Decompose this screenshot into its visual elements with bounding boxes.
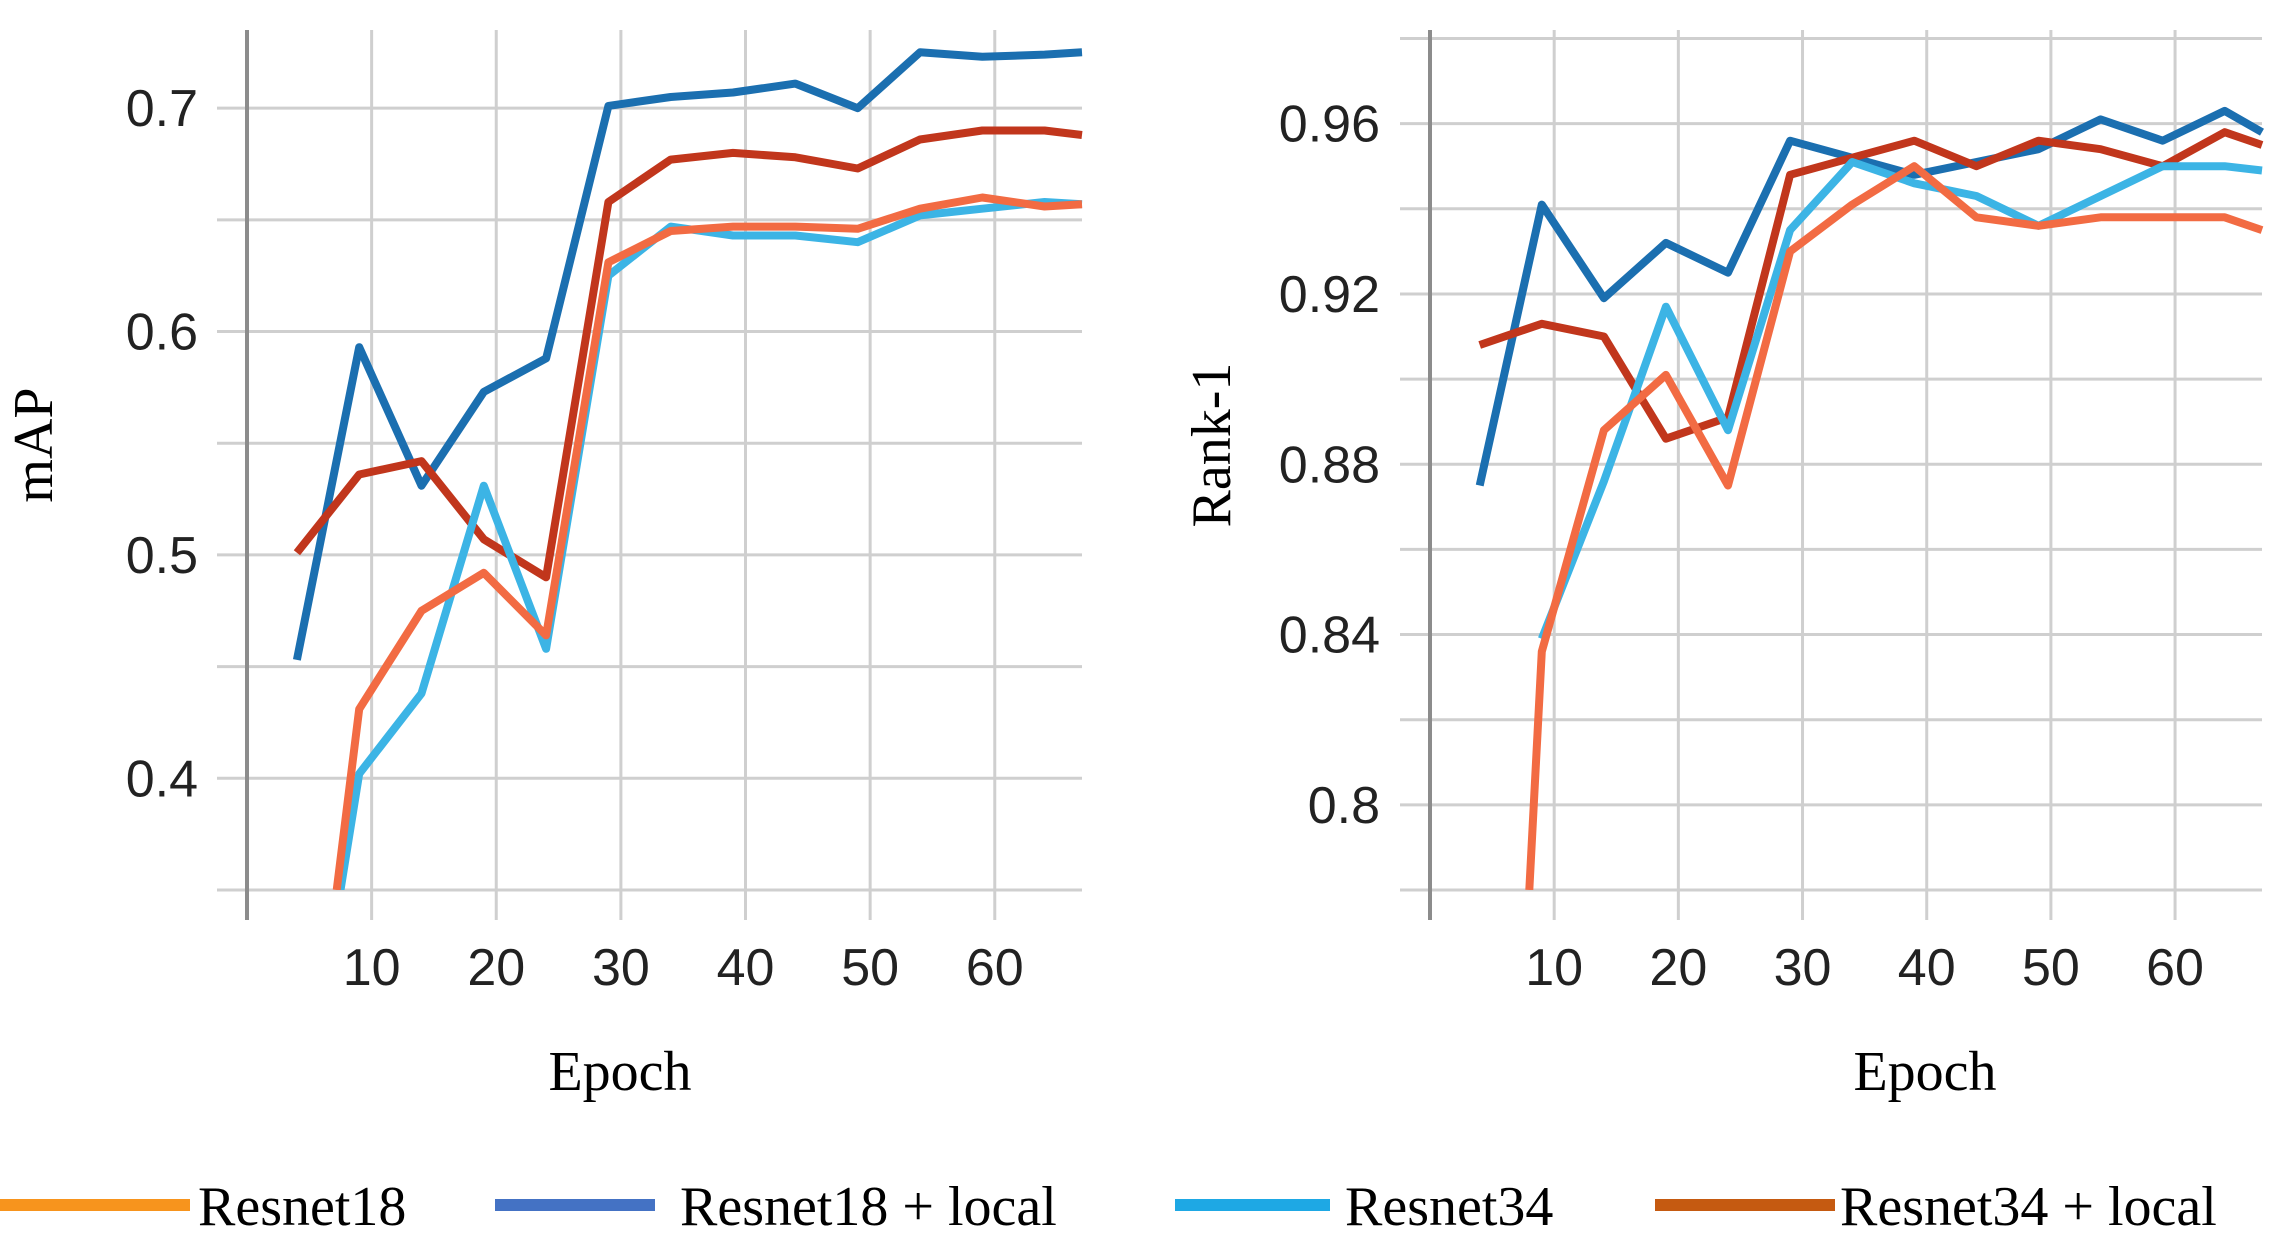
legend-label: Resnet18 + local (680, 1176, 1057, 1238)
x-tick-label: 50 (2022, 939, 2080, 997)
x-tick-label: 40 (717, 939, 775, 997)
y-tick-label: 0.8 (1308, 777, 1380, 835)
legend-label: Resnet34 (1345, 1176, 1553, 1238)
x-axis-title: Epoch (1853, 1041, 1996, 1103)
series-line-resnet18 (1525, 162, 2264, 890)
legend-label: Resnet18 (198, 1176, 406, 1238)
x-tick-label: 10 (343, 939, 401, 997)
x-tick-label: 30 (592, 939, 650, 997)
series-line-resnet34-local (293, 126, 1083, 582)
map-chart-panel: 0.4 0.5 0.6 0.7 10 20 30 40 50 60 Epoch mAP (3, 30, 1083, 1103)
x-tick-label: 20 (467, 939, 525, 997)
series-line-resnet34 (1538, 158, 2263, 641)
x-tick-label: 60 (2146, 939, 2204, 997)
x-tick-label: 50 (841, 939, 899, 997)
chart-legend: Resnet18 Resnet18 + local Resnet34 Resnet34… (0, 1176, 2217, 1238)
rank1-chart-panel: 0.8 0.84 0.88 0.92 0.96 10 20 30 40 50 60 Epoch Rank… (1181, 30, 2264, 1103)
x-axis-title: Epoch (548, 1041, 691, 1103)
y-tick-label: 0.4 (126, 750, 198, 808)
y-tick-label: 0.88 (1279, 436, 1380, 494)
y-tick-label: 0.84 (1279, 607, 1380, 665)
x-tick-label: 10 (1525, 939, 1583, 997)
series-line-resnet18-local (1475, 106, 2264, 487)
y-axis-title: mAP (3, 387, 65, 502)
x-tick-label: 60 (966, 939, 1024, 997)
series-line-resnet34-local (1478, 128, 2264, 443)
y-tick-label: 0.7 (126, 80, 198, 138)
legend-label: Resnet34 + local (1840, 1176, 2217, 1238)
series-line-resnet18 (332, 193, 1083, 890)
y-axis-title: Rank-1 (1181, 363, 1243, 528)
y-tick-label: 0.5 (126, 527, 198, 585)
y-tick-label: 0.6 (126, 304, 198, 362)
series-line-resnet34 (336, 198, 1083, 890)
y-tick-label: 0.96 (1279, 96, 1380, 154)
x-tick-label: 20 (1649, 939, 1707, 997)
y-tick-label: 0.92 (1279, 266, 1380, 324)
x-tick-label: 30 (1774, 939, 1832, 997)
x-tick-label: 40 (1898, 939, 1956, 997)
series-line-resnet18-local (292, 48, 1083, 661)
